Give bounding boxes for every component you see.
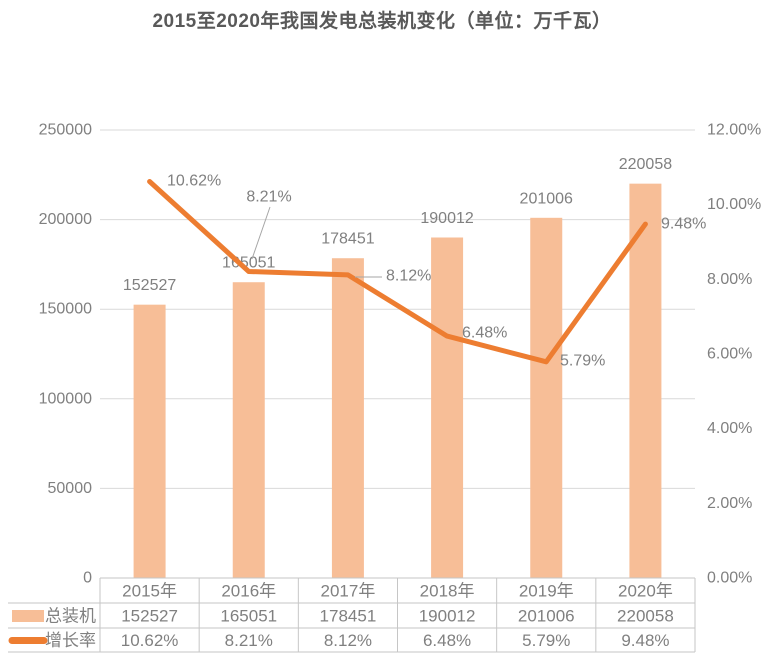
left-axis-tick-label: 200000 (39, 211, 92, 228)
line-value-label: 6.48% (462, 325, 507, 342)
table-year-header: 2017年 (321, 582, 376, 601)
table-year-header: 2019年 (519, 582, 574, 601)
right-axis-tick-label: 0.00% (707, 570, 752, 587)
line-value-label: 8.12% (386, 268, 431, 285)
table-cell: 201006 (518, 607, 575, 626)
table-cell: 6.48% (423, 631, 471, 650)
table-year-header: 2015年 (122, 582, 177, 601)
left-axis-tick-label: 100000 (39, 390, 92, 407)
table-year-header: 2018年 (420, 582, 475, 601)
line-value-label: 9.48% (661, 216, 706, 233)
line-value-label: 5.79% (560, 353, 605, 370)
table-cell: 5.79% (522, 631, 570, 650)
bar-value-label: 220058 (619, 156, 672, 173)
bar-2019年 (530, 217, 563, 578)
left-axis-tick-label: 250000 (39, 122, 92, 139)
table-cell: 178451 (320, 607, 377, 626)
table-cell: 152527 (121, 607, 178, 626)
left-axis-tick-label: 150000 (39, 301, 92, 318)
table-cell: 165051 (220, 607, 277, 626)
table-cell: 190012 (419, 607, 476, 626)
table-cell: 220058 (617, 607, 674, 626)
legend-swatch-bar (12, 610, 44, 622)
right-axis-tick-label: 10.00% (707, 196, 761, 213)
table-cell: 8.12% (324, 631, 372, 650)
right-axis-tick-label: 8.00% (707, 271, 752, 288)
line-value-label: 10.62% (167, 173, 221, 190)
bar-value-label: 190012 (420, 210, 473, 227)
line-value-label: 8.21% (246, 189, 291, 206)
legend-label: 总装机 (45, 607, 96, 626)
bar-2020年 (629, 183, 662, 578)
bar-2015年 (133, 304, 166, 578)
label-leader-line (251, 206, 271, 260)
table-year-header: 2020年 (618, 582, 673, 601)
left-axis-tick-label: 0 (83, 570, 92, 587)
table-cell: 8.21% (225, 631, 273, 650)
right-axis-tick-label: 2.00% (707, 495, 752, 512)
bar-value-label: 201006 (520, 190, 573, 207)
right-axis-tick-label: 12.00% (707, 122, 761, 139)
right-axis-tick-label: 6.00% (707, 346, 752, 363)
growth-rate-line (147, 179, 648, 365)
bar-value-label: 152527 (123, 277, 176, 294)
bar-2018年 (431, 237, 464, 579)
chart-title: 2015至2020年我国发电总装机变化（单位：万千瓦） (152, 11, 612, 32)
bar-value-label: 178451 (321, 231, 374, 248)
bar-2016年 (232, 282, 265, 578)
left-axis-tick-label: 50000 (48, 480, 93, 497)
table-year-header: 2016年 (221, 582, 276, 601)
right-axis-tick-label: 4.00% (707, 420, 752, 437)
legend-label: 增长率 (45, 631, 96, 650)
table-cell: 9.48% (621, 631, 669, 650)
bar-2017年 (331, 258, 364, 578)
table-cell: 10.62% (121, 631, 179, 650)
